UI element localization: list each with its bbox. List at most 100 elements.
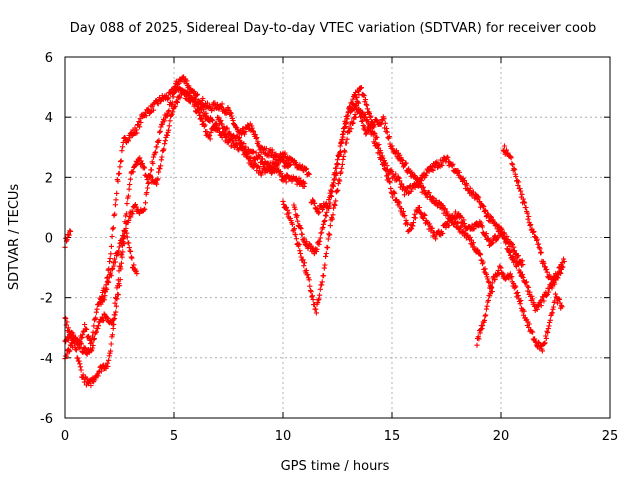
data-point: [461, 221, 468, 227]
data-point: [521, 308, 527, 314]
data-point: [117, 164, 123, 170]
data-point: [546, 323, 552, 329]
data-point: [95, 373, 101, 379]
data-point: [482, 266, 488, 272]
data-point: [245, 122, 251, 128]
y-tick-label: 0: [45, 232, 53, 247]
data-point: [322, 212, 329, 218]
data-point: [77, 361, 83, 367]
data-point: [393, 148, 400, 154]
data-point: [529, 296, 536, 302]
data-point: [80, 372, 86, 378]
data-point: [315, 205, 321, 211]
data-point: [110, 325, 116, 332]
data-point: [95, 323, 101, 329]
data-point: [483, 306, 489, 312]
data-point: [134, 130, 140, 136]
data-point: [299, 231, 305, 237]
data-point: [91, 335, 97, 342]
data-point: [362, 111, 368, 117]
data-point: [519, 272, 526, 278]
data-point: [142, 206, 148, 212]
data-point: [301, 263, 307, 269]
data-point: [550, 304, 557, 310]
data-point: [321, 219, 327, 225]
data-point: [259, 156, 266, 162]
data-point: [113, 303, 119, 309]
data-point: [106, 357, 112, 363]
data-point: [66, 232, 72, 238]
data-point: [482, 313, 488, 319]
data-point: [490, 240, 496, 246]
data-point: [172, 83, 178, 89]
data-point: [485, 211, 491, 217]
data-point: [476, 195, 482, 201]
data-point: [170, 94, 176, 100]
data-point: [254, 134, 260, 141]
data-point: [202, 122, 208, 128]
data-point: [337, 178, 343, 184]
data-point: [433, 236, 439, 242]
data-point: [165, 96, 171, 102]
data-point: [527, 289, 533, 295]
data-point: [556, 296, 562, 302]
data-point: [326, 206, 332, 212]
data-point: [138, 119, 144, 126]
y-tick-label: 4: [45, 111, 53, 126]
data-point: [471, 244, 477, 250]
data-point: [404, 185, 410, 191]
data-point: [544, 266, 550, 272]
data-point: [483, 208, 489, 214]
data-point: [554, 274, 560, 280]
data-point: [293, 161, 299, 167]
data-point: [344, 136, 350, 142]
data-point: [421, 211, 427, 217]
data-point: [162, 141, 168, 147]
data-point: [499, 226, 505, 232]
data-point: [303, 267, 310, 274]
data-point: [84, 326, 90, 332]
data-point: [335, 181, 341, 187]
data-point: [89, 339, 95, 345]
data-point: [534, 236, 540, 242]
data-point: [170, 109, 176, 115]
data-point: [389, 168, 395, 175]
data-point: [509, 241, 516, 247]
data-point: [327, 232, 333, 238]
data-point: [67, 348, 73, 354]
data-point: [169, 100, 175, 106]
data-point: [128, 248, 134, 255]
data-point: [410, 220, 417, 226]
data-point: [289, 221, 295, 227]
data-point: [200, 107, 207, 113]
data-point: [487, 290, 493, 296]
data-point: [174, 99, 180, 105]
data-point: [474, 247, 480, 253]
data-point: [137, 155, 143, 161]
data-point: [67, 228, 74, 235]
data-point: [523, 279, 530, 285]
data-point: [409, 186, 415, 192]
data-point: [98, 368, 104, 374]
series-track-8: [308, 98, 495, 295]
data-point: [302, 180, 308, 186]
data-point: [172, 103, 178, 109]
data-point: [154, 144, 160, 150]
data-point: [89, 345, 96, 351]
data-point: [335, 162, 341, 168]
data-point: [331, 205, 337, 211]
data-point: [340, 131, 346, 137]
data-point: [339, 132, 346, 138]
data-point: [374, 134, 380, 141]
data-point: [386, 134, 392, 140]
data-point: [270, 160, 276, 166]
data-point: [91, 336, 97, 342]
data-point: [412, 215, 419, 221]
data-point: [549, 281, 555, 287]
data-point: [328, 193, 334, 199]
data-point: [132, 202, 138, 208]
data-point: [517, 186, 523, 192]
data-point: [297, 162, 303, 168]
y-tick-label: 2: [45, 171, 53, 186]
